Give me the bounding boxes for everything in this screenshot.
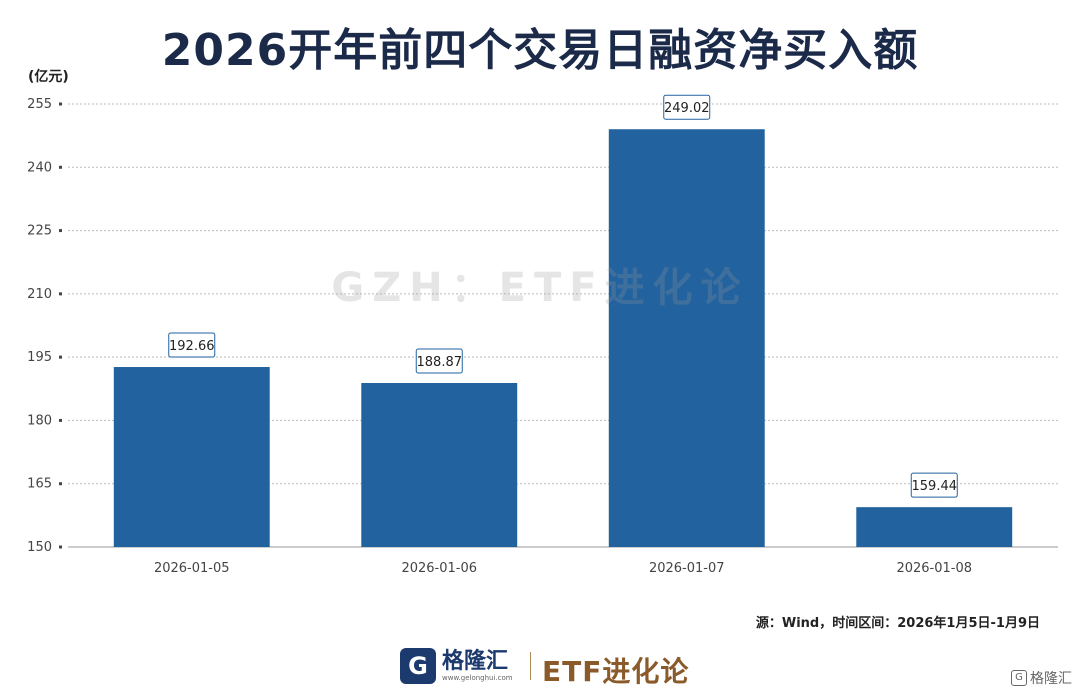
x-tick-label: 2026-01-08 [896,561,972,576]
brand-url: www.gelonghui.com [442,673,513,682]
data-label: 188.87 [417,355,463,370]
corner-watermark: G 格隆汇 [1011,668,1072,688]
y-tick-label: 165 [27,477,52,492]
footer-etf-brand: ETF进化论 [542,655,690,688]
y-tick-mark [59,292,62,296]
bar [113,367,270,547]
data-label: 159.44 [912,479,958,494]
corner-logo-icon: G [1011,670,1027,686]
data-label-box [663,94,711,120]
bar [608,129,765,547]
data-label-box [168,332,216,358]
y-tick-mark [59,418,62,422]
chart-title: 2026开年前四个交易日融资净买入额 [161,25,919,76]
bar [361,383,518,547]
footer-divider [530,652,531,680]
x-tick-label: 2026-01-05 [154,561,230,576]
data-label-box [910,472,958,498]
brand-text: 格隆汇 www.gelonghui.com [442,648,513,683]
y-tick-mark [59,165,62,169]
y-tick-mark [59,482,62,486]
y-tick-mark [59,355,62,359]
y-tick-label: 210 [27,287,52,302]
y-tick-label: 150 [27,540,52,555]
corner-text: 格隆汇 [1030,671,1072,687]
footer: G 格隆汇 www.gelonghui.com ETF进化论 [0,646,1080,688]
y-tick-mark [59,102,62,106]
gelonghui-logo-icon: G [400,648,436,684]
y-tick-label: 255 [27,97,52,112]
y-tick-mark [59,229,62,233]
brand: G 格隆汇 www.gelonghui.com [400,648,513,684]
source-note: 源：Wind，时间区间：2026年1月5日-1月9日 [755,616,1040,631]
data-label: 192.66 [169,339,215,354]
data-label-box [415,348,463,374]
y-tick-label: 180 [27,413,52,428]
y-tick-label: 225 [27,224,52,239]
y-tick-label: 240 [27,160,52,175]
x-tick-label: 2026-01-06 [401,561,477,576]
watermark: GZH：ETF进化论 [331,265,749,311]
y-tick-mark [59,545,62,549]
x-tick-label: 2026-01-07 [649,561,725,576]
data-label: 249.02 [664,101,710,116]
bar [856,507,1013,547]
brand-name: 格隆汇 [442,648,509,674]
y-axis-unit-label: (亿元) [28,69,69,85]
bar-chart: 150 165 180 195 210 225 240 255 2026-01-05 192.66… [27,94,1058,576]
y-tick-label: 195 [27,350,52,365]
